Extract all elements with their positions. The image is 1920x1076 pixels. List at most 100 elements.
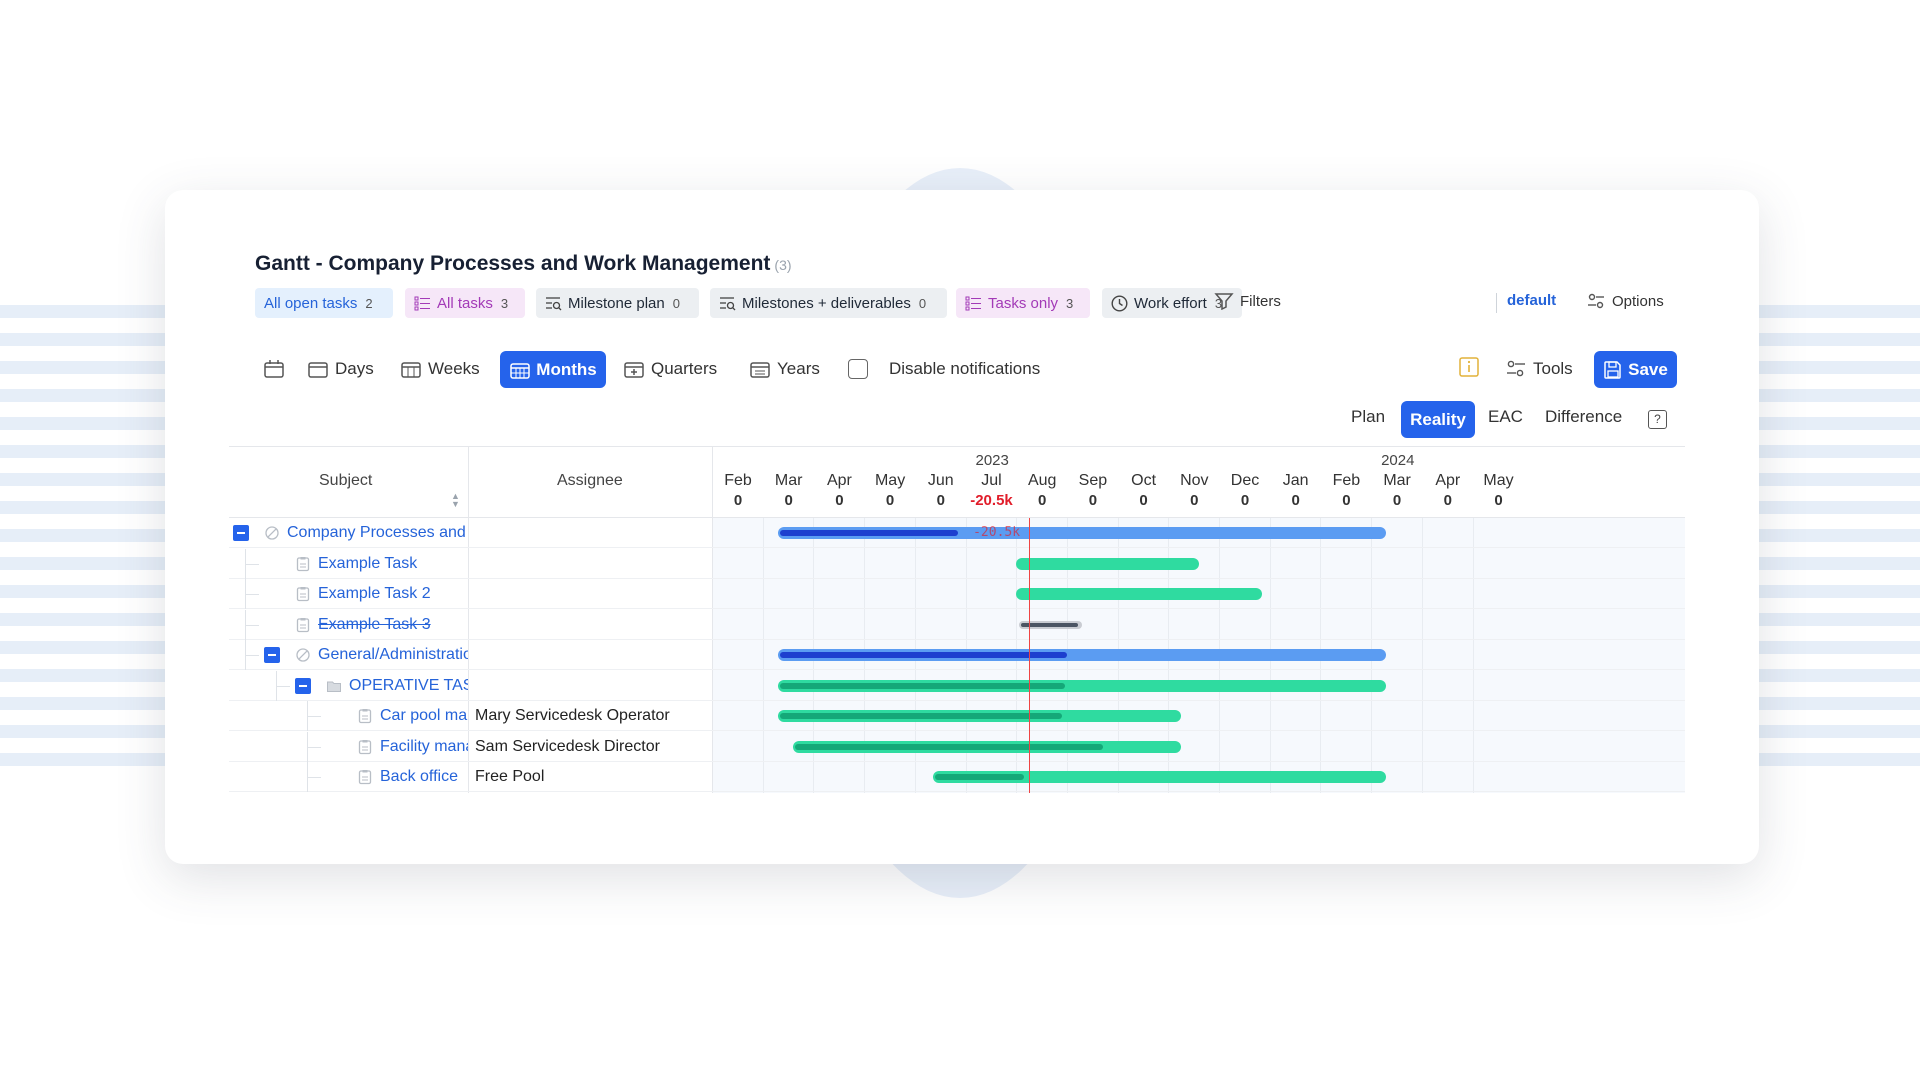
task-subject-link[interactable]: Example Task 3: [318, 615, 431, 633]
table-row[interactable]: Example Task: [229, 548, 1685, 579]
calendar-button[interactable]: [263, 359, 291, 379]
month-value: 0: [1088, 492, 1098, 509]
today-line: [1028, 518, 1031, 793]
mode-plan-button[interactable]: Plan: [1351, 407, 1386, 426]
timeline-month: May: [874, 472, 906, 489]
zoom-years-button[interactable]: Years: [749, 359, 820, 379]
timeline-month: Jun: [927, 472, 954, 489]
page-title: Gantt - Company Processes and Work Manag…: [255, 252, 792, 275]
chip-count: 0: [672, 295, 680, 311]
sort-icon[interactable]: ▲ ▼: [451, 491, 460, 509]
clock-icon: [1111, 294, 1128, 312]
task-subject-link[interactable]: Example Task: [318, 554, 418, 572]
title-count: (3): [774, 257, 792, 273]
tree-line: [245, 624, 259, 626]
chip-count: 0: [918, 295, 927, 311]
month-value: 0: [1038, 492, 1047, 509]
timeline-month: Feb: [1332, 472, 1361, 489]
filter-icon: [1214, 293, 1234, 310]
collapse-toggle[interactable]: [295, 677, 311, 694]
chip-label: All open tasks: [264, 294, 358, 312]
zoom-weeks-button[interactable]: Weeks: [400, 359, 480, 379]
ban-icon: [295, 647, 311, 663]
task-subject-link[interactable]: Back office: [380, 768, 458, 785]
zoom-months-button[interactable]: Months: [500, 351, 606, 388]
zoom-quarters-button[interactable]: Quarters: [623, 359, 717, 379]
task-subject-link[interactable]: Facility management: [380, 737, 468, 755]
gantt-bar[interactable]: [932, 771, 1387, 783]
chip-label: Milestone plan: [568, 294, 665, 312]
mode-difference-button[interactable]: Difference: [1545, 407, 1623, 426]
info-icon: [1459, 357, 1479, 377]
timeline-month: Oct: [1131, 472, 1157, 489]
task-subject-link[interactable]: General/Administration: [318, 646, 468, 663]
task-icon: [295, 617, 311, 633]
header-bottom-border: [229, 517, 1685, 518]
task-subject-link[interactable]: Example Task 2: [318, 585, 431, 602]
chip-count: 3: [500, 295, 509, 311]
table-row[interactable]: Back office Free Pool: [229, 762, 1685, 792]
gantt-bar[interactable]: [1016, 588, 1263, 600]
calendar-month-icon: [510, 362, 531, 379]
query-chip[interactable]: Work effort 3: [1102, 288, 1242, 318]
help-button[interactable]: ?: [1648, 410, 1667, 429]
info-button[interactable]: [1459, 356, 1485, 378]
table-row[interactable]: Company Processes and Work Management: [229, 518, 1685, 548]
calendar-icon: [308, 362, 328, 378]
save-button[interactable]: Save: [1594, 351, 1677, 388]
save-icon: [1604, 360, 1621, 379]
subject-column-divider: [468, 446, 469, 793]
task-subject-link[interactable]: Car pool management: [380, 707, 468, 724]
collapse-toggle[interactable]: [264, 647, 280, 663]
table-row[interactable]: Example Task 2: [229, 579, 1685, 609]
query-chip[interactable]: Milestones + deliverables 0: [710, 288, 947, 318]
gantt-progress: [1020, 622, 1078, 627]
timeline-month: Apr: [826, 472, 852, 489]
task-subject-link[interactable]: OPERATIVE TASKS: [349, 676, 468, 694]
table-row[interactable]: Example Task 3: [229, 609, 1685, 640]
timeline-month: Mar: [774, 472, 803, 489]
gantt-bar[interactable]: [1016, 557, 1199, 570]
table-row[interactable]: OPERATIVE TASKS: [229, 670, 1685, 701]
tree-line: [307, 777, 321, 778]
table-row[interactable]: Car pool management Mary Servicedesk Oper…: [229, 701, 1685, 731]
tree-line: [245, 655, 259, 656]
checkbox[interactable]: [848, 359, 868, 379]
mode-eac-button[interactable]: EAC: [1488, 407, 1523, 426]
query-chip[interactable]: All open tasks 2: [255, 288, 393, 318]
disable-notifications-toggle[interactable]: Disable notifications: [848, 359, 1040, 379]
subject-column-header[interactable]: Subject: [319, 472, 373, 489]
filters-button[interactable]: Filters: [1214, 292, 1281, 310]
ban-icon: [264, 525, 280, 541]
mode-reality-button[interactable]: Reality: [1401, 401, 1475, 438]
task-assignee: Free Pool: [475, 768, 545, 785]
task-subject-link[interactable]: Company Processes and Work Management: [287, 524, 468, 541]
calendar-quarter-icon: [624, 362, 644, 378]
tree-line: [245, 563, 259, 565]
zoom-days-button[interactable]: Days: [307, 359, 374, 379]
table-row[interactable]: General/Administration: [229, 640, 1685, 670]
query-default-link[interactable]: default: [1507, 292, 1557, 309]
query-chip[interactable]: Milestone plan 0: [536, 288, 699, 318]
timeline-month: Feb: [724, 472, 752, 489]
task-icon: [295, 586, 311, 602]
calendar-week-icon: [401, 362, 421, 378]
task-icon: [357, 769, 373, 785]
options-button[interactable]: Options: [1586, 292, 1664, 310]
list-icon: [414, 296, 430, 310]
month-value: 0: [936, 492, 945, 509]
month-gridline: [1472, 518, 1474, 793]
sliders-icon: [1507, 360, 1525, 377]
query-chip[interactable]: Tasks only 3: [956, 288, 1090, 318]
month-value: 0: [885, 492, 895, 509]
tools-button[interactable]: Tools: [1505, 359, 1573, 379]
table-row[interactable]: Facility management Sam Servicedesk Direc…: [229, 731, 1685, 762]
gantt-progress: [779, 652, 1068, 658]
collapse-toggle[interactable]: [233, 525, 249, 541]
query-chip[interactable]: All tasks 3: [405, 288, 525, 318]
tree-line: [245, 594, 259, 595]
month-value: 0: [1139, 492, 1148, 509]
assignee-column-header[interactable]: Assignee: [557, 472, 623, 489]
milestone-icon: [720, 296, 736, 310]
chip-label: All tasks: [437, 294, 493, 312]
